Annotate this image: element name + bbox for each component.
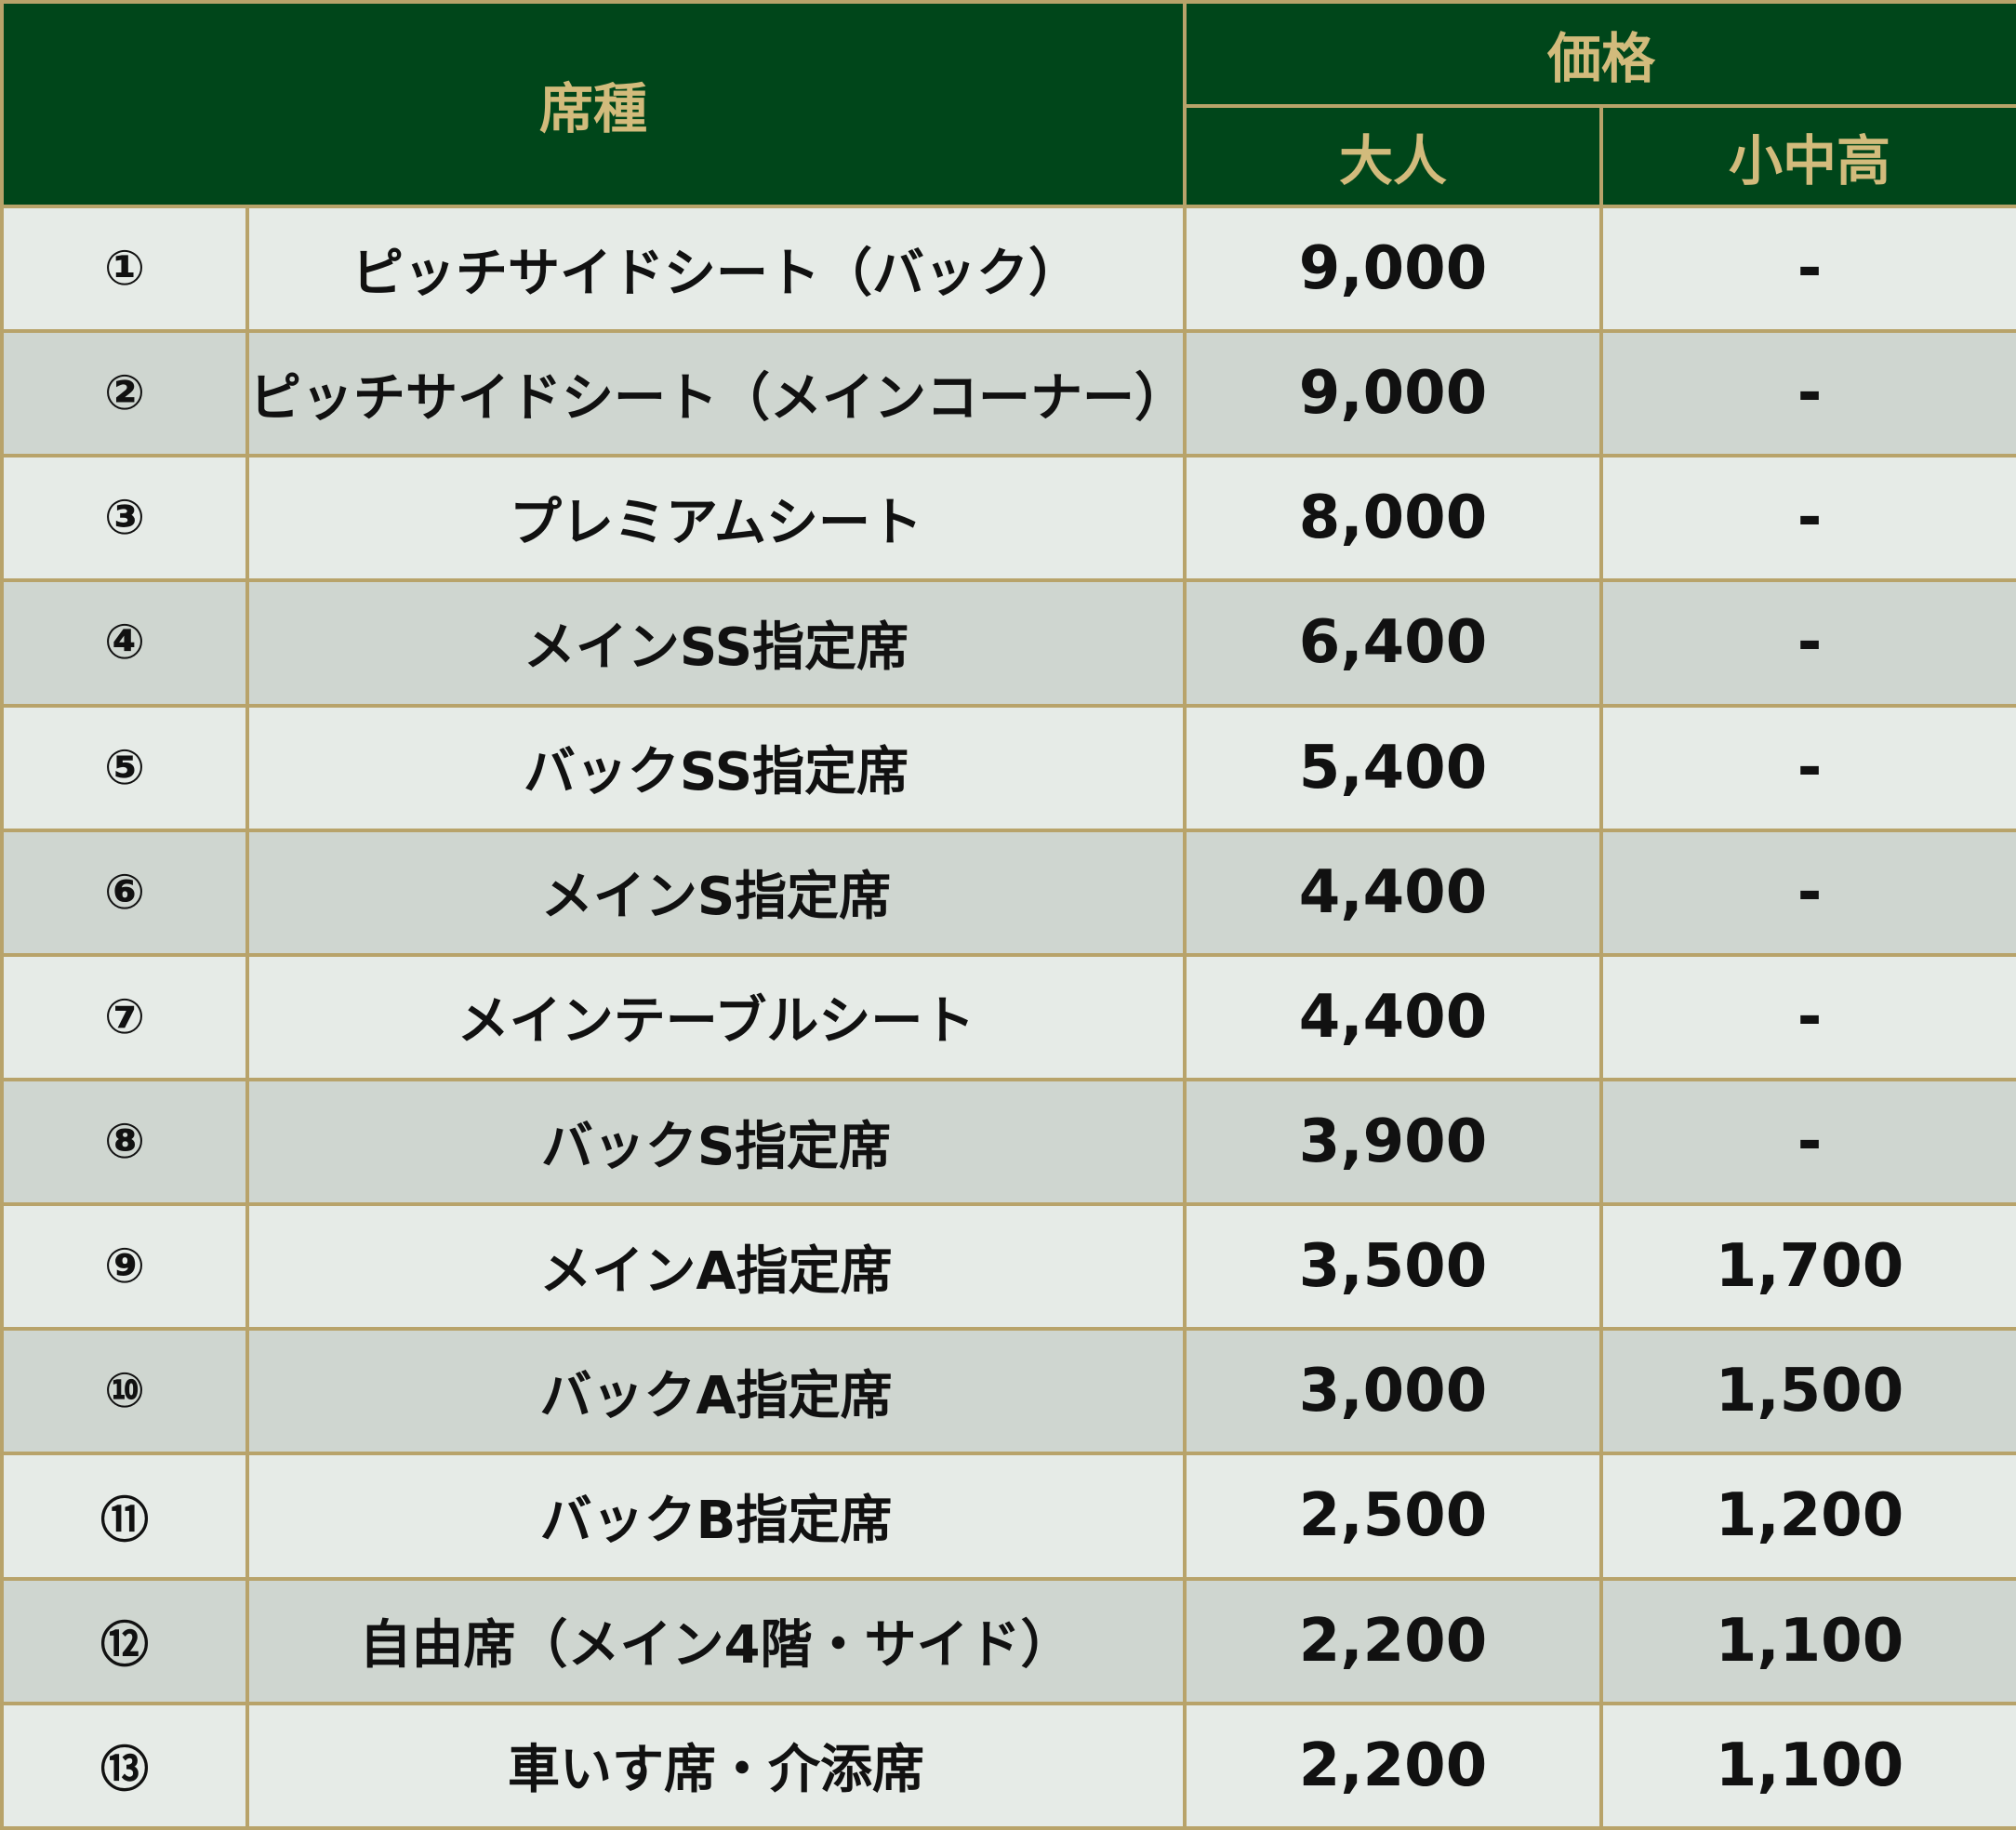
student-price: -: [1599, 454, 2016, 583]
student-price: 1,700: [1599, 1202, 2016, 1332]
table-row: ⑩ バックA指定席 3,000 1,500: [0, 1327, 2016, 1456]
student-price: -: [1599, 329, 2016, 458]
table-row: ③ プレミアムシート 8,000 -: [0, 454, 2016, 583]
student-price: 1,100: [1599, 1701, 2016, 1830]
adult-price: 3,900: [1183, 1077, 1604, 1207]
row-number: ⑫: [0, 1576, 249, 1705]
header-adult: 大人: [1183, 104, 1604, 208]
seat-name: ピッチサイドシート（メインコーナー）: [245, 329, 1187, 458]
seat-name: メインSS指定席: [245, 578, 1187, 708]
table-row: ⑨ メインA指定席 3,500 1,700: [0, 1202, 2016, 1332]
row-number: ⑩: [0, 1327, 249, 1456]
row-number: ③: [0, 454, 249, 583]
seat-name: バックSS指定席: [245, 703, 1187, 832]
header-student: 小中高: [1599, 104, 2016, 208]
row-number: ⑦: [0, 952, 249, 1081]
seat-name: メインS指定席: [245, 828, 1187, 957]
table-row: ⑬ 車いす席・介添席 2,200 1,100: [0, 1701, 2016, 1830]
adult-price: 2,500: [1183, 1452, 1604, 1581]
adult-price: 9,000: [1183, 329, 1604, 458]
seat-name: 車いす席・介添席: [245, 1701, 1187, 1830]
table-row: ⑤ バックSS指定席 5,400 -: [0, 703, 2016, 832]
seat-name: プレミアムシート: [245, 454, 1187, 583]
table-row: ⑪ バックB指定席 2,500 1,200: [0, 1452, 2016, 1581]
adult-price: 2,200: [1183, 1701, 1604, 1830]
seat-name: バックB指定席: [245, 1452, 1187, 1581]
row-number: ⑪: [0, 1452, 249, 1581]
row-number: ⑨: [0, 1202, 249, 1332]
table-row: ⑫ 自由席（メイン4階・サイド） 2,200 1,100: [0, 1576, 2016, 1705]
row-number: ⑬: [0, 1701, 249, 1830]
table-row: ④ メインSS指定席 6,400 -: [0, 578, 2016, 708]
row-number: ①: [0, 204, 249, 334]
table-row: ⑦ メインテーブルシート 4,400 -: [0, 952, 2016, 1081]
seat-name: メインA指定席: [245, 1202, 1187, 1332]
adult-price: 9,000: [1183, 204, 1604, 334]
seat-name: バックA指定席: [245, 1327, 1187, 1456]
student-price: 1,200: [1599, 1452, 2016, 1581]
student-price: -: [1599, 1077, 2016, 1207]
seat-name: 自由席（メイン4階・サイド）: [245, 1576, 1187, 1705]
adult-price: 4,400: [1183, 828, 1604, 957]
adult-price: 2,200: [1183, 1576, 1604, 1705]
row-number: ⑤: [0, 703, 249, 832]
adult-price: 8,000: [1183, 454, 1604, 583]
student-price: -: [1599, 703, 2016, 832]
row-number: ⑧: [0, 1077, 249, 1207]
student-price: -: [1599, 828, 2016, 957]
student-price: -: [1599, 952, 2016, 1081]
header-price: 価格: [1183, 0, 2016, 108]
seat-name: メインテーブルシート: [245, 952, 1187, 1081]
student-price: -: [1599, 578, 2016, 708]
adult-price: 3,000: [1183, 1327, 1604, 1456]
header-seat-type: 席種: [0, 0, 1187, 208]
adult-price: 4,400: [1183, 952, 1604, 1081]
seat-name: バックS指定席: [245, 1077, 1187, 1207]
student-price: -: [1599, 204, 2016, 334]
student-price: 1,500: [1599, 1327, 2016, 1456]
row-number: ⑥: [0, 828, 249, 957]
table-row: ⑧ バックS指定席 3,900 -: [0, 1077, 2016, 1207]
seat-name: ピッチサイドシート（バック）: [245, 204, 1187, 334]
table-row: ② ピッチサイドシート（メインコーナー） 9,000 -: [0, 329, 2016, 458]
row-number: ④: [0, 578, 249, 708]
table-row: ⑥ メインS指定席 4,400 -: [0, 828, 2016, 957]
row-number: ②: [0, 329, 249, 458]
adult-price: 5,400: [1183, 703, 1604, 832]
adult-price: 6,400: [1183, 578, 1604, 708]
table-row: ① ピッチサイドシート（バック） 9,000 -: [0, 204, 2016, 334]
student-price: 1,100: [1599, 1576, 2016, 1705]
adult-price: 3,500: [1183, 1202, 1604, 1332]
